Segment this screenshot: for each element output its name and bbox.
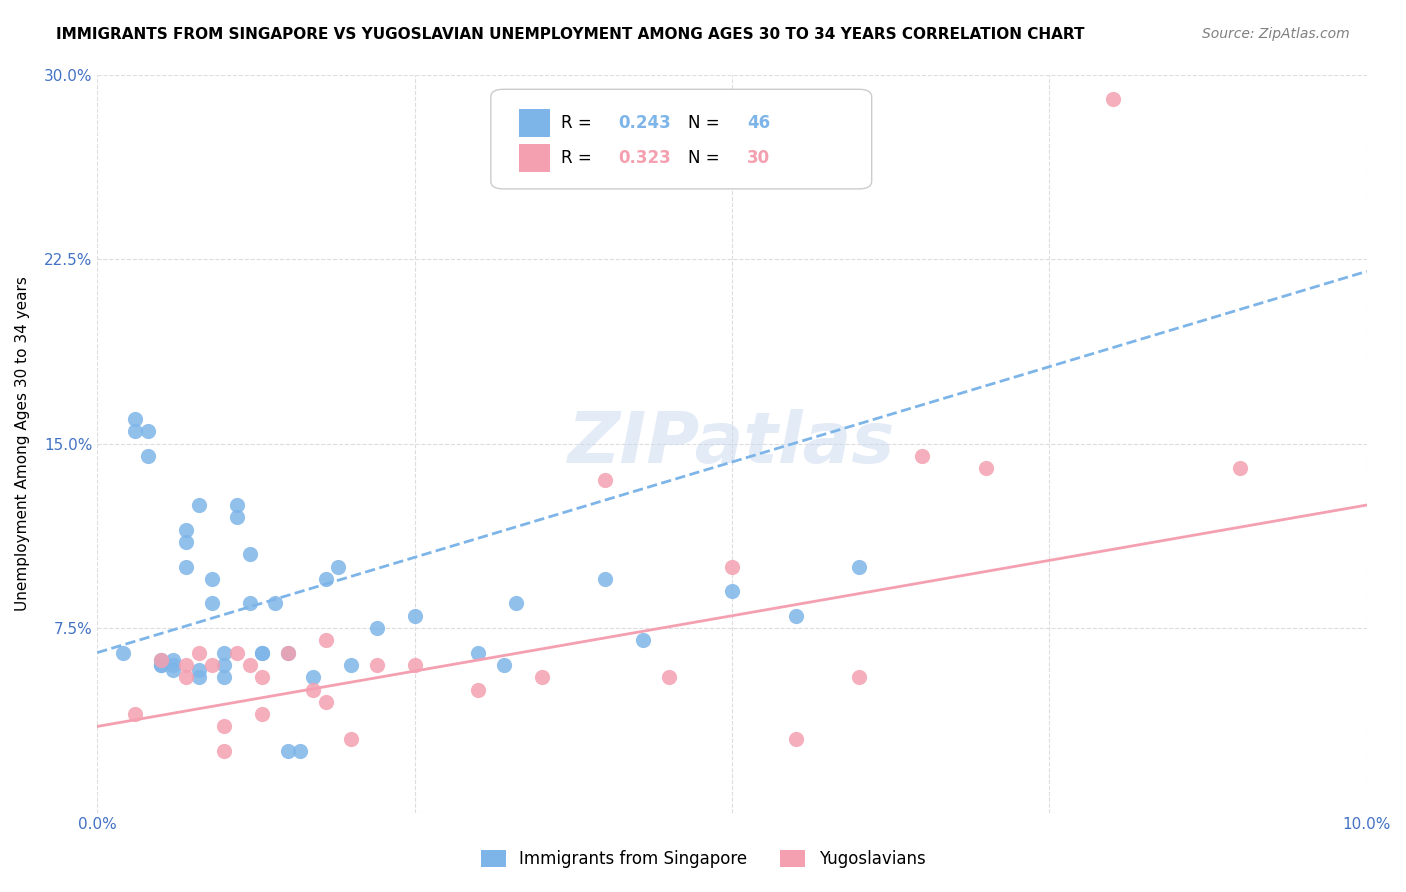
Point (290, 744, 312, 758)
Point (239, 547, 262, 561)
Point (149, 653, 172, 667)
Text: R =: R = (561, 149, 596, 167)
Point (162, 657, 184, 672)
Point (149, 657, 172, 672)
Point (467, 646, 489, 660)
Point (1102, 92, 1125, 106)
Point (467, 682, 489, 697)
Point (315, 633, 337, 648)
Point (174, 670, 197, 684)
Point (212, 646, 235, 660)
Text: N =: N = (688, 114, 724, 132)
Point (340, 657, 363, 672)
Point (149, 657, 172, 672)
Point (200, 596, 222, 610)
Text: R =: R = (561, 114, 596, 132)
Bar (519, 109, 551, 137)
Point (328, 559, 350, 574)
Text: ZIPatlas: ZIPatlas (568, 409, 896, 478)
Point (124, 707, 146, 722)
Point (785, 608, 807, 623)
Point (277, 646, 299, 660)
Point (658, 670, 681, 684)
Point (252, 707, 274, 722)
Point (1229, 461, 1251, 475)
Point (174, 559, 197, 574)
FancyBboxPatch shape (491, 89, 872, 189)
Point (721, 559, 744, 574)
Point (315, 572, 337, 586)
Point (252, 646, 274, 660)
Point (212, 657, 235, 672)
Text: N =: N = (688, 149, 724, 167)
Point (404, 657, 426, 672)
Point (340, 731, 363, 746)
Point (785, 731, 807, 746)
Point (174, 523, 197, 537)
Point (187, 663, 209, 677)
Point (136, 424, 159, 438)
Point (174, 657, 197, 672)
Point (302, 670, 325, 684)
Point (277, 744, 299, 758)
Point (404, 608, 426, 623)
Point (530, 670, 553, 684)
Bar (519, 144, 551, 172)
Point (187, 670, 209, 684)
Text: Source: ZipAtlas.com: Source: ZipAtlas.com (1202, 27, 1350, 41)
Point (212, 670, 235, 684)
Point (277, 646, 299, 660)
Point (162, 653, 184, 667)
Point (631, 633, 654, 648)
Text: 30: 30 (747, 149, 770, 167)
Point (239, 657, 262, 672)
Point (200, 657, 222, 672)
Point (302, 682, 325, 697)
Text: 0.243: 0.243 (617, 114, 671, 132)
Text: 46: 46 (747, 114, 770, 132)
Point (212, 744, 235, 758)
Point (200, 572, 222, 586)
Point (149, 653, 172, 667)
Text: 0.323: 0.323 (617, 149, 671, 167)
Point (315, 695, 337, 709)
Point (212, 719, 235, 733)
Point (721, 584, 744, 599)
Point (252, 646, 274, 660)
Point (366, 657, 388, 672)
Y-axis label: Unemployment Among Ages 30 to 34 years: Unemployment Among Ages 30 to 34 years (15, 277, 30, 611)
Point (239, 596, 262, 610)
Point (111, 646, 134, 660)
Point (124, 424, 146, 438)
Point (366, 621, 388, 635)
Point (848, 670, 870, 684)
Point (162, 663, 184, 677)
Point (593, 474, 616, 488)
Point (124, 412, 146, 426)
Point (136, 449, 159, 463)
Point (225, 510, 247, 524)
Point (225, 498, 247, 512)
Point (252, 670, 274, 684)
Point (848, 559, 870, 574)
Point (264, 596, 287, 610)
Point (593, 572, 616, 586)
Point (911, 449, 934, 463)
Point (187, 646, 209, 660)
Point (174, 535, 197, 549)
Point (225, 646, 247, 660)
Point (974, 461, 997, 475)
Point (505, 596, 527, 610)
Point (187, 498, 209, 512)
Legend: Immigrants from Singapore, Yugoslavians: Immigrants from Singapore, Yugoslavians (474, 843, 932, 875)
Text: IMMIGRANTS FROM SINGAPORE VS YUGOSLAVIAN UNEMPLOYMENT AMONG AGES 30 TO 34 YEARS : IMMIGRANTS FROM SINGAPORE VS YUGOSLAVIAN… (56, 27, 1085, 42)
Point (492, 657, 515, 672)
